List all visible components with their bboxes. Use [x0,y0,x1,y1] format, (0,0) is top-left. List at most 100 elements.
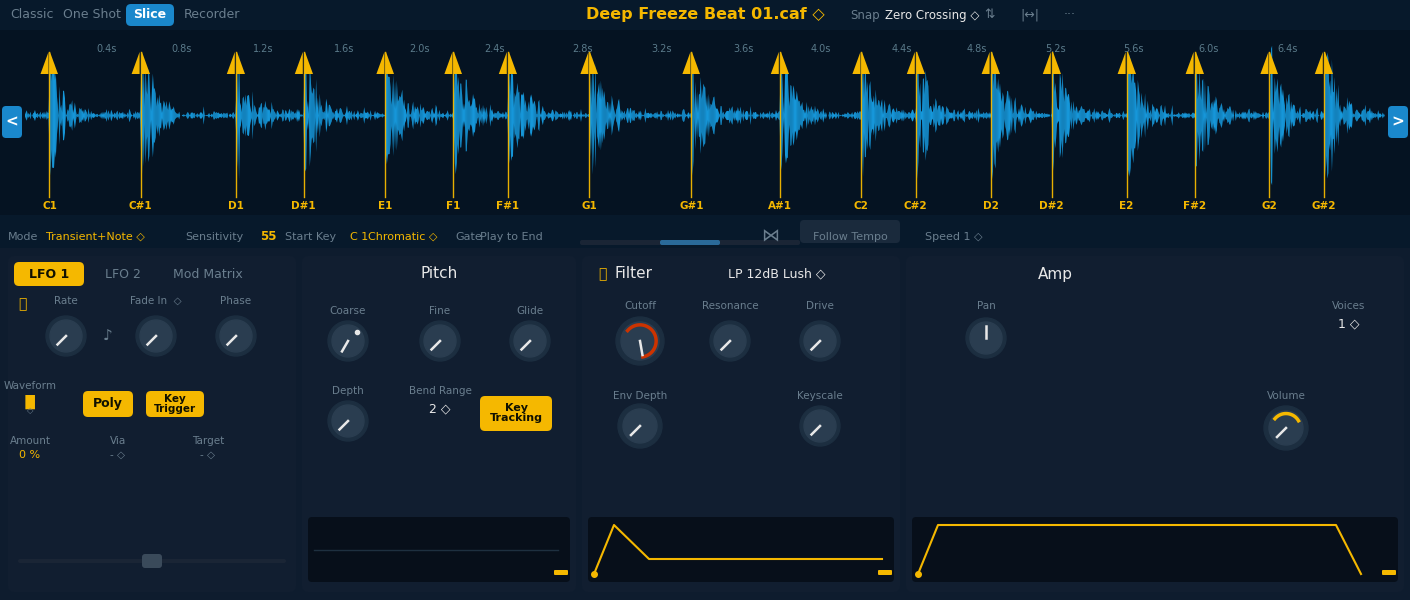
Text: 0.8s: 0.8s [171,44,192,54]
Polygon shape [692,52,701,74]
Circle shape [620,322,658,360]
Text: D#2: D#2 [1039,201,1065,211]
Text: C#1: C#1 [128,201,152,211]
Text: LFO 2: LFO 2 [106,268,141,280]
Circle shape [510,321,550,361]
Text: C#2: C#2 [904,201,928,211]
Polygon shape [781,52,788,74]
Polygon shape [907,52,915,74]
Text: One Shot: One Shot [63,8,121,22]
Polygon shape [1186,52,1194,74]
Polygon shape [863,52,870,74]
Circle shape [331,325,364,357]
Text: Sensitivity: Sensitivity [185,232,244,241]
Text: Via: Via [110,436,125,446]
Text: 4.4s: 4.4s [893,44,912,54]
Text: Target: Target [192,436,224,446]
Bar [0,248,1410,600]
Text: G#1: G#1 [680,201,704,211]
Circle shape [329,401,368,441]
Text: Mod Matrix: Mod Matrix [173,268,243,280]
Text: Cutoff: Cutoff [625,301,656,311]
FancyBboxPatch shape [479,396,551,431]
Text: 4.0s: 4.0s [811,44,830,54]
Polygon shape [916,52,925,74]
Polygon shape [853,52,860,74]
Text: 2.4s: 2.4s [484,44,505,54]
Text: Slice: Slice [134,8,166,22]
Text: Waveform: Waveform [3,381,56,391]
FancyBboxPatch shape [142,554,162,568]
Text: Keyscale: Keyscale [797,391,843,401]
Text: Bend Range: Bend Range [409,386,471,396]
Text: C 1: C 1 [350,232,368,241]
Polygon shape [499,52,506,74]
Text: Coarse: Coarse [330,306,367,316]
FancyBboxPatch shape [912,517,1397,582]
Circle shape [140,320,172,352]
Text: 2.0s: 2.0s [409,44,430,54]
Text: D#1: D#1 [292,201,316,211]
Polygon shape [591,52,598,74]
Text: Amp: Amp [1038,266,1073,281]
Polygon shape [305,52,313,74]
FancyBboxPatch shape [1,106,23,138]
Circle shape [515,325,546,357]
FancyBboxPatch shape [580,240,799,245]
Text: Recorder: Recorder [183,8,240,22]
Text: Deep Freeze Beat 01.caf ◇: Deep Freeze Beat 01.caf ◇ [585,7,825,22]
Bar [0,215,1410,248]
FancyBboxPatch shape [83,391,133,417]
Polygon shape [1270,52,1279,74]
Text: Key
Trigger: Key Trigger [154,394,196,415]
Text: E1: E1 [378,201,392,211]
Text: Fine: Fine [430,306,451,316]
Text: Poly: Poly [93,397,123,410]
Polygon shape [376,52,385,74]
Circle shape [420,321,460,361]
FancyBboxPatch shape [307,517,570,582]
Polygon shape [771,52,778,74]
Text: 1.2s: 1.2s [252,44,274,54]
Polygon shape [981,52,990,74]
Text: Speed 1 ◇: Speed 1 ◇ [925,232,983,241]
Text: 5.6s: 5.6s [1124,44,1144,54]
Circle shape [616,317,664,365]
Text: A#1: A#1 [768,201,792,211]
Circle shape [970,322,1003,354]
Text: E2: E2 [1120,201,1134,211]
Polygon shape [131,52,140,74]
Text: 6.0s: 6.0s [1198,44,1218,54]
Circle shape [799,406,840,446]
Text: LFO 1: LFO 1 [28,268,69,280]
FancyBboxPatch shape [1382,570,1396,575]
Circle shape [1269,411,1303,445]
Text: ⇅: ⇅ [984,8,995,22]
Circle shape [220,320,252,352]
Text: Pitch: Pitch [420,266,458,281]
Circle shape [966,318,1005,358]
Text: 5.2s: 5.2s [1046,44,1066,54]
Circle shape [331,405,364,437]
Circle shape [804,410,836,442]
Text: ···: ··· [1065,8,1076,22]
FancyBboxPatch shape [18,559,286,563]
Polygon shape [454,52,462,74]
Text: C1: C1 [42,201,56,211]
Polygon shape [1314,52,1323,74]
Text: Amount: Amount [10,436,51,446]
Text: Key
Tracking: Key Tracking [489,403,543,424]
Text: Phase: Phase [220,296,251,306]
Polygon shape [1196,52,1204,74]
Circle shape [216,316,257,356]
Circle shape [424,325,455,357]
Text: Chromatic ◇: Chromatic ◇ [368,232,437,241]
FancyBboxPatch shape [554,570,568,575]
Circle shape [329,321,368,361]
Text: - ◇: - ◇ [110,450,125,460]
Text: - ◇: - ◇ [200,450,216,460]
Circle shape [711,321,750,361]
Text: ⏻: ⏻ [598,267,606,281]
Text: ⏻: ⏻ [18,297,27,311]
Text: LP 12dB Lush ◇: LP 12dB Lush ◇ [728,268,826,280]
